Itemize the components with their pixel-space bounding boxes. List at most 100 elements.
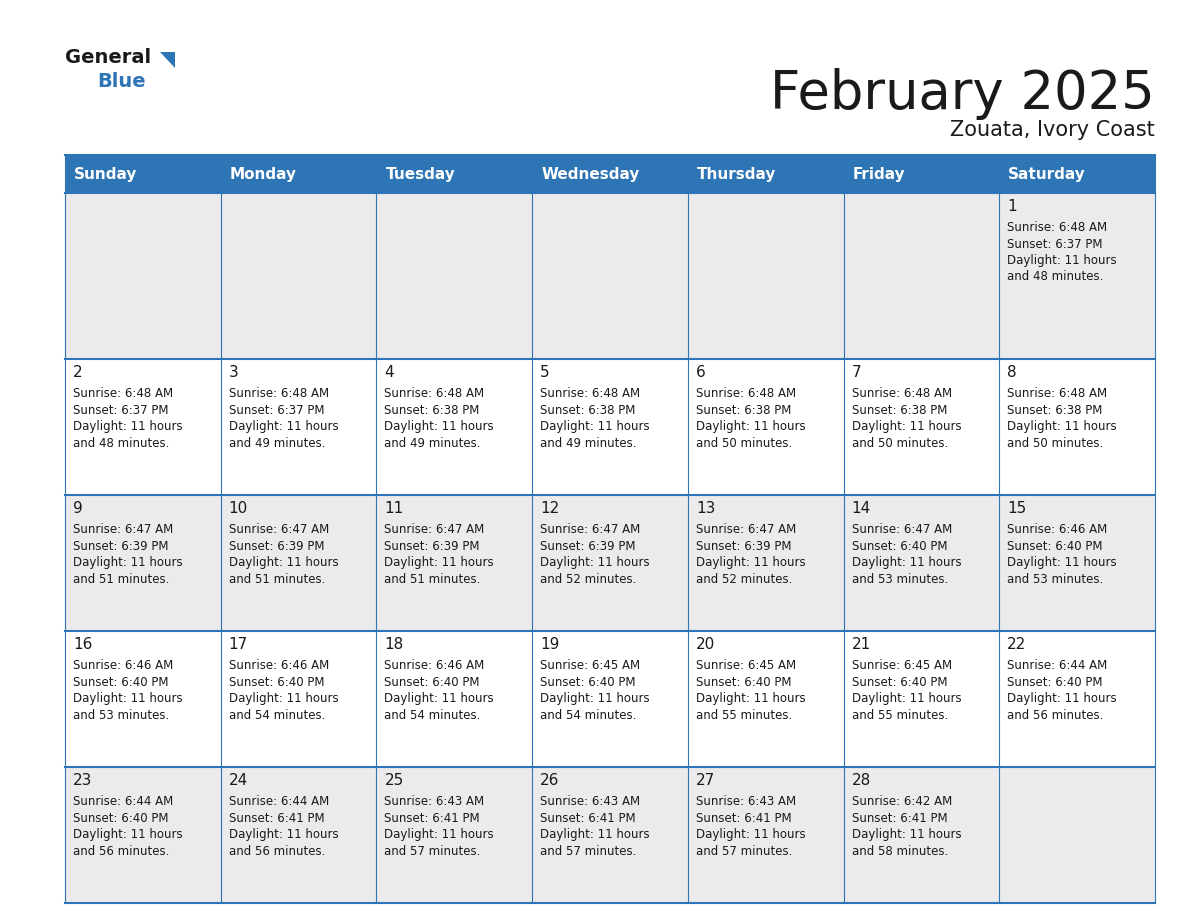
Text: and 55 minutes.: and 55 minutes. [852,709,948,722]
Text: Sunset: 6:37 PM: Sunset: 6:37 PM [229,404,324,417]
Bar [688,767,843,903]
Bar [221,767,377,903]
Text: Daylight: 11 hours: Daylight: 11 hours [229,828,339,841]
Text: 6: 6 [696,365,706,380]
Bar [221,193,377,359]
Text: and 51 minutes.: and 51 minutes. [385,573,481,586]
Text: Sunset: 6:38 PM: Sunset: 6:38 PM [1007,404,1102,417]
Text: Daylight: 11 hours: Daylight: 11 hours [72,828,183,841]
Text: Sunset: 6:41 PM: Sunset: 6:41 PM [852,812,947,824]
Text: 16: 16 [72,637,93,652]
Text: Daylight: 11 hours: Daylight: 11 hours [385,828,494,841]
Text: 24: 24 [229,773,248,788]
Bar [221,495,377,631]
Text: Saturday: Saturday [1009,166,1086,182]
Text: and 48 minutes.: and 48 minutes. [1007,271,1104,284]
Text: 19: 19 [541,637,560,652]
Bar [999,359,1155,495]
Text: Wednesday: Wednesday [542,166,639,182]
Text: and 52 minutes.: and 52 minutes. [696,573,792,586]
Text: Sunrise: 6:46 AM: Sunrise: 6:46 AM [385,659,485,672]
Text: and 48 minutes.: and 48 minutes. [72,437,170,450]
Text: Daylight: 11 hours: Daylight: 11 hours [696,828,805,841]
Text: Daylight: 11 hours: Daylight: 11 hours [696,692,805,705]
Text: Sunset: 6:37 PM: Sunset: 6:37 PM [1007,238,1102,251]
Text: Sunrise: 6:44 AM: Sunrise: 6:44 AM [72,795,173,808]
Text: and 57 minutes.: and 57 minutes. [385,845,481,857]
Text: Sunset: 6:40 PM: Sunset: 6:40 PM [72,812,169,824]
Text: 7: 7 [852,365,861,380]
Text: Daylight: 11 hours: Daylight: 11 hours [229,420,339,433]
Text: Sunset: 6:38 PM: Sunset: 6:38 PM [696,404,791,417]
Bar [532,631,688,767]
Text: Sunrise: 6:48 AM: Sunrise: 6:48 AM [1007,221,1107,234]
Bar [843,359,999,495]
Text: 25: 25 [385,773,404,788]
Text: Sunset: 6:37 PM: Sunset: 6:37 PM [72,404,169,417]
Text: and 57 minutes.: and 57 minutes. [541,845,637,857]
Text: Sunrise: 6:43 AM: Sunrise: 6:43 AM [541,795,640,808]
Text: Sunset: 6:38 PM: Sunset: 6:38 PM [385,404,480,417]
Text: Daylight: 11 hours: Daylight: 11 hours [541,828,650,841]
Text: Daylight: 11 hours: Daylight: 11 hours [696,420,805,433]
Text: Daylight: 11 hours: Daylight: 11 hours [541,692,650,705]
Text: Sunset: 6:39 PM: Sunset: 6:39 PM [385,540,480,553]
Text: Sunrise: 6:47 AM: Sunrise: 6:47 AM [541,523,640,536]
Text: 22: 22 [1007,637,1026,652]
Bar [377,767,532,903]
Text: 5: 5 [541,365,550,380]
Text: Sunrise: 6:46 AM: Sunrise: 6:46 AM [72,659,173,672]
Text: Sunset: 6:39 PM: Sunset: 6:39 PM [541,540,636,553]
Bar [377,155,532,193]
Text: Daylight: 11 hours: Daylight: 11 hours [385,692,494,705]
Text: 15: 15 [1007,501,1026,516]
Text: Sunset: 6:40 PM: Sunset: 6:40 PM [696,676,791,688]
Text: Daylight: 11 hours: Daylight: 11 hours [385,556,494,569]
Text: and 49 minutes.: and 49 minutes. [229,437,326,450]
Text: Sunset: 6:38 PM: Sunset: 6:38 PM [852,404,947,417]
Text: and 52 minutes.: and 52 minutes. [541,573,637,586]
Bar [843,495,999,631]
Bar [999,155,1155,193]
Text: 12: 12 [541,501,560,516]
Bar [65,155,221,193]
Text: Daylight: 11 hours: Daylight: 11 hours [72,420,183,433]
Text: and 53 minutes.: and 53 minutes. [72,709,169,722]
Text: Daylight: 11 hours: Daylight: 11 hours [696,556,805,569]
Text: Sunrise: 6:48 AM: Sunrise: 6:48 AM [541,387,640,400]
Text: and 58 minutes.: and 58 minutes. [852,845,948,857]
Text: Daylight: 11 hours: Daylight: 11 hours [229,692,339,705]
Text: Sunset: 6:40 PM: Sunset: 6:40 PM [229,676,324,688]
Bar [532,193,688,359]
Text: 20: 20 [696,637,715,652]
Text: and 56 minutes.: and 56 minutes. [1007,709,1104,722]
Bar [843,631,999,767]
Bar [221,359,377,495]
Text: Sunrise: 6:44 AM: Sunrise: 6:44 AM [1007,659,1107,672]
Text: 26: 26 [541,773,560,788]
Bar [377,193,532,359]
Text: Zouata, Ivory Coast: Zouata, Ivory Coast [950,120,1155,140]
Text: Sunrise: 6:48 AM: Sunrise: 6:48 AM [1007,387,1107,400]
Text: Sunrise: 6:43 AM: Sunrise: 6:43 AM [696,795,796,808]
Bar [999,631,1155,767]
Text: Sunrise: 6:47 AM: Sunrise: 6:47 AM [696,523,796,536]
Text: 27: 27 [696,773,715,788]
Polygon shape [160,52,175,68]
Bar [688,359,843,495]
Bar [843,155,999,193]
Text: and 51 minutes.: and 51 minutes. [72,573,170,586]
Bar [843,767,999,903]
Text: Tuesday: Tuesday [385,166,455,182]
Text: Sunrise: 6:44 AM: Sunrise: 6:44 AM [229,795,329,808]
Text: Monday: Monday [229,166,297,182]
Text: Sunrise: 6:48 AM: Sunrise: 6:48 AM [229,387,329,400]
Bar [688,495,843,631]
Bar [65,495,221,631]
Text: Daylight: 11 hours: Daylight: 11 hours [385,420,494,433]
Text: 23: 23 [72,773,93,788]
Text: Sunrise: 6:47 AM: Sunrise: 6:47 AM [229,523,329,536]
Text: Daylight: 11 hours: Daylight: 11 hours [541,556,650,569]
Text: and 53 minutes.: and 53 minutes. [852,573,948,586]
Text: and 56 minutes.: and 56 minutes. [229,845,326,857]
